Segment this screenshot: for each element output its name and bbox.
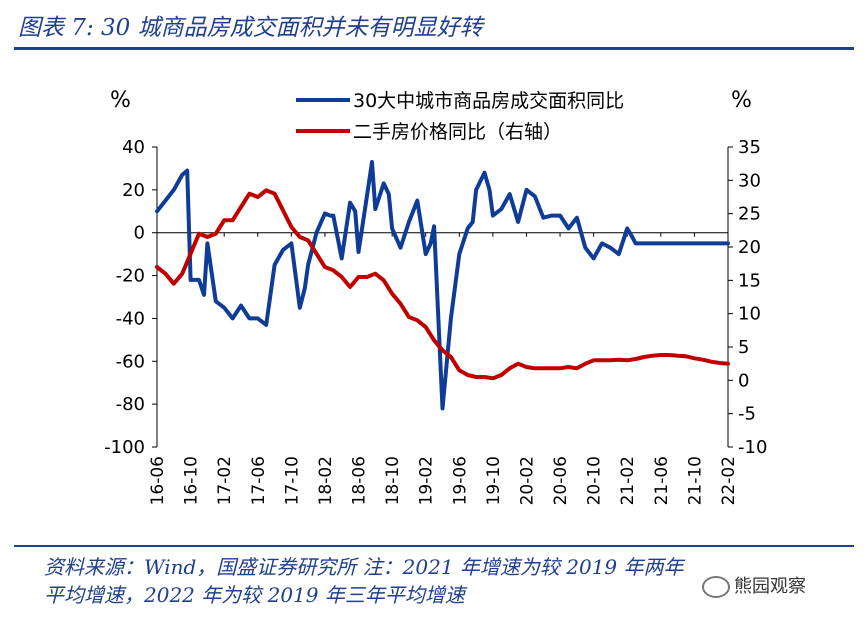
- x-tick-label: 21-02: [618, 456, 638, 505]
- right-tick-label: -10: [738, 437, 767, 458]
- watermark: 熊园观察: [702, 572, 806, 598]
- right-tick-label: 35: [738, 137, 761, 158]
- right-tick-label: 10: [738, 304, 761, 325]
- x-tick-label: 20-10: [585, 456, 605, 505]
- legend-label-price: 二手房价格同比（右轴）: [353, 121, 562, 143]
- x-tick-label: 18-06: [350, 456, 370, 505]
- left-tick-label: -40: [116, 308, 145, 329]
- left-tick-label: -20: [116, 266, 145, 287]
- x-tick-label: 17-06: [249, 456, 269, 505]
- x-tick-label: 19-10: [484, 456, 504, 505]
- x-tick-label: 17-02: [215, 456, 235, 505]
- right-tick-label: 20: [738, 237, 761, 258]
- x-axis-ticks: 16-06 16-10 17-02 17-06 17-10 18-02 18-06 18-10…: [148, 232, 739, 505]
- left-tick-label: -60: [116, 351, 145, 372]
- right-axis-ticks: 35 30 25 20 15 10 5 0 -5 -10: [728, 137, 767, 458]
- x-tick-label: 22-02: [719, 456, 739, 505]
- x-tick-label: 18-02: [316, 456, 336, 505]
- left-tick-label: 20: [122, 180, 145, 201]
- x-tick-label: 20-06: [551, 456, 571, 505]
- source-note-line-2: 平均增速，2022 年为较 2019 年三年平均增速: [44, 583, 465, 607]
- x-tick-label: 19-06: [450, 456, 470, 505]
- x-tick-label: 16-06: [148, 456, 168, 505]
- series-line-area: [155, 160, 730, 411]
- right-tick-label: 0: [738, 370, 749, 391]
- left-tick-label: -80: [116, 394, 145, 415]
- chart-axes: [156, 147, 729, 447]
- left-tick-label: 0: [134, 223, 145, 244]
- right-tick-label: 15: [738, 270, 761, 291]
- left-tick-label: -100: [104, 437, 145, 458]
- source-note: 资料来源：Wind，国盛证券研究所 注：2021 年增速为较 2019 年两年 …: [44, 553, 684, 609]
- x-tick-label: 19-02: [417, 456, 437, 505]
- x-tick-label: 18-10: [383, 456, 403, 505]
- right-tick-label: 5: [738, 337, 749, 358]
- title-divider: [14, 47, 854, 50]
- wechat-icon: [702, 576, 730, 598]
- x-tick-label: 21-10: [685, 456, 705, 505]
- x-tick-label: 16-10: [182, 456, 202, 505]
- right-axis-unit: %: [731, 88, 752, 113]
- left-axis-unit: %: [110, 88, 131, 113]
- x-tick-label: 20-02: [517, 456, 537, 505]
- source-note-line-1: 资料来源：Wind，国盛证券研究所 注：2021 年增速为较 2019 年两年: [44, 555, 684, 579]
- right-tick-label: -5: [738, 404, 756, 425]
- x-tick-label: 17-10: [282, 456, 302, 505]
- right-tick-label: 25: [738, 204, 761, 225]
- x-tick-label: 21-06: [652, 456, 672, 505]
- footer-divider: [14, 545, 854, 547]
- left-axis-ticks: 40 20 0 -20 -40 -60 -80 -100: [104, 137, 157, 458]
- axis-units: %%: [110, 88, 752, 113]
- left-tick-label: 40: [122, 137, 145, 158]
- legend-label-area: 30大中城市商品房成交面积同比: [353, 90, 624, 112]
- line-chart: 40 20 0 -20 -40 -60 -80 -100 35 30 25 20 15 10 5 0 -5 -1…: [104, 88, 767, 505]
- series-line-price: [155, 188, 730, 381]
- chart-series: [155, 160, 730, 411]
- chart-title: 图表 7: 30 城商品房成交面积并未有明显好转: [18, 15, 483, 41]
- right-tick-label: 30: [738, 170, 761, 191]
- watermark-text: 熊园观察: [734, 576, 806, 597]
